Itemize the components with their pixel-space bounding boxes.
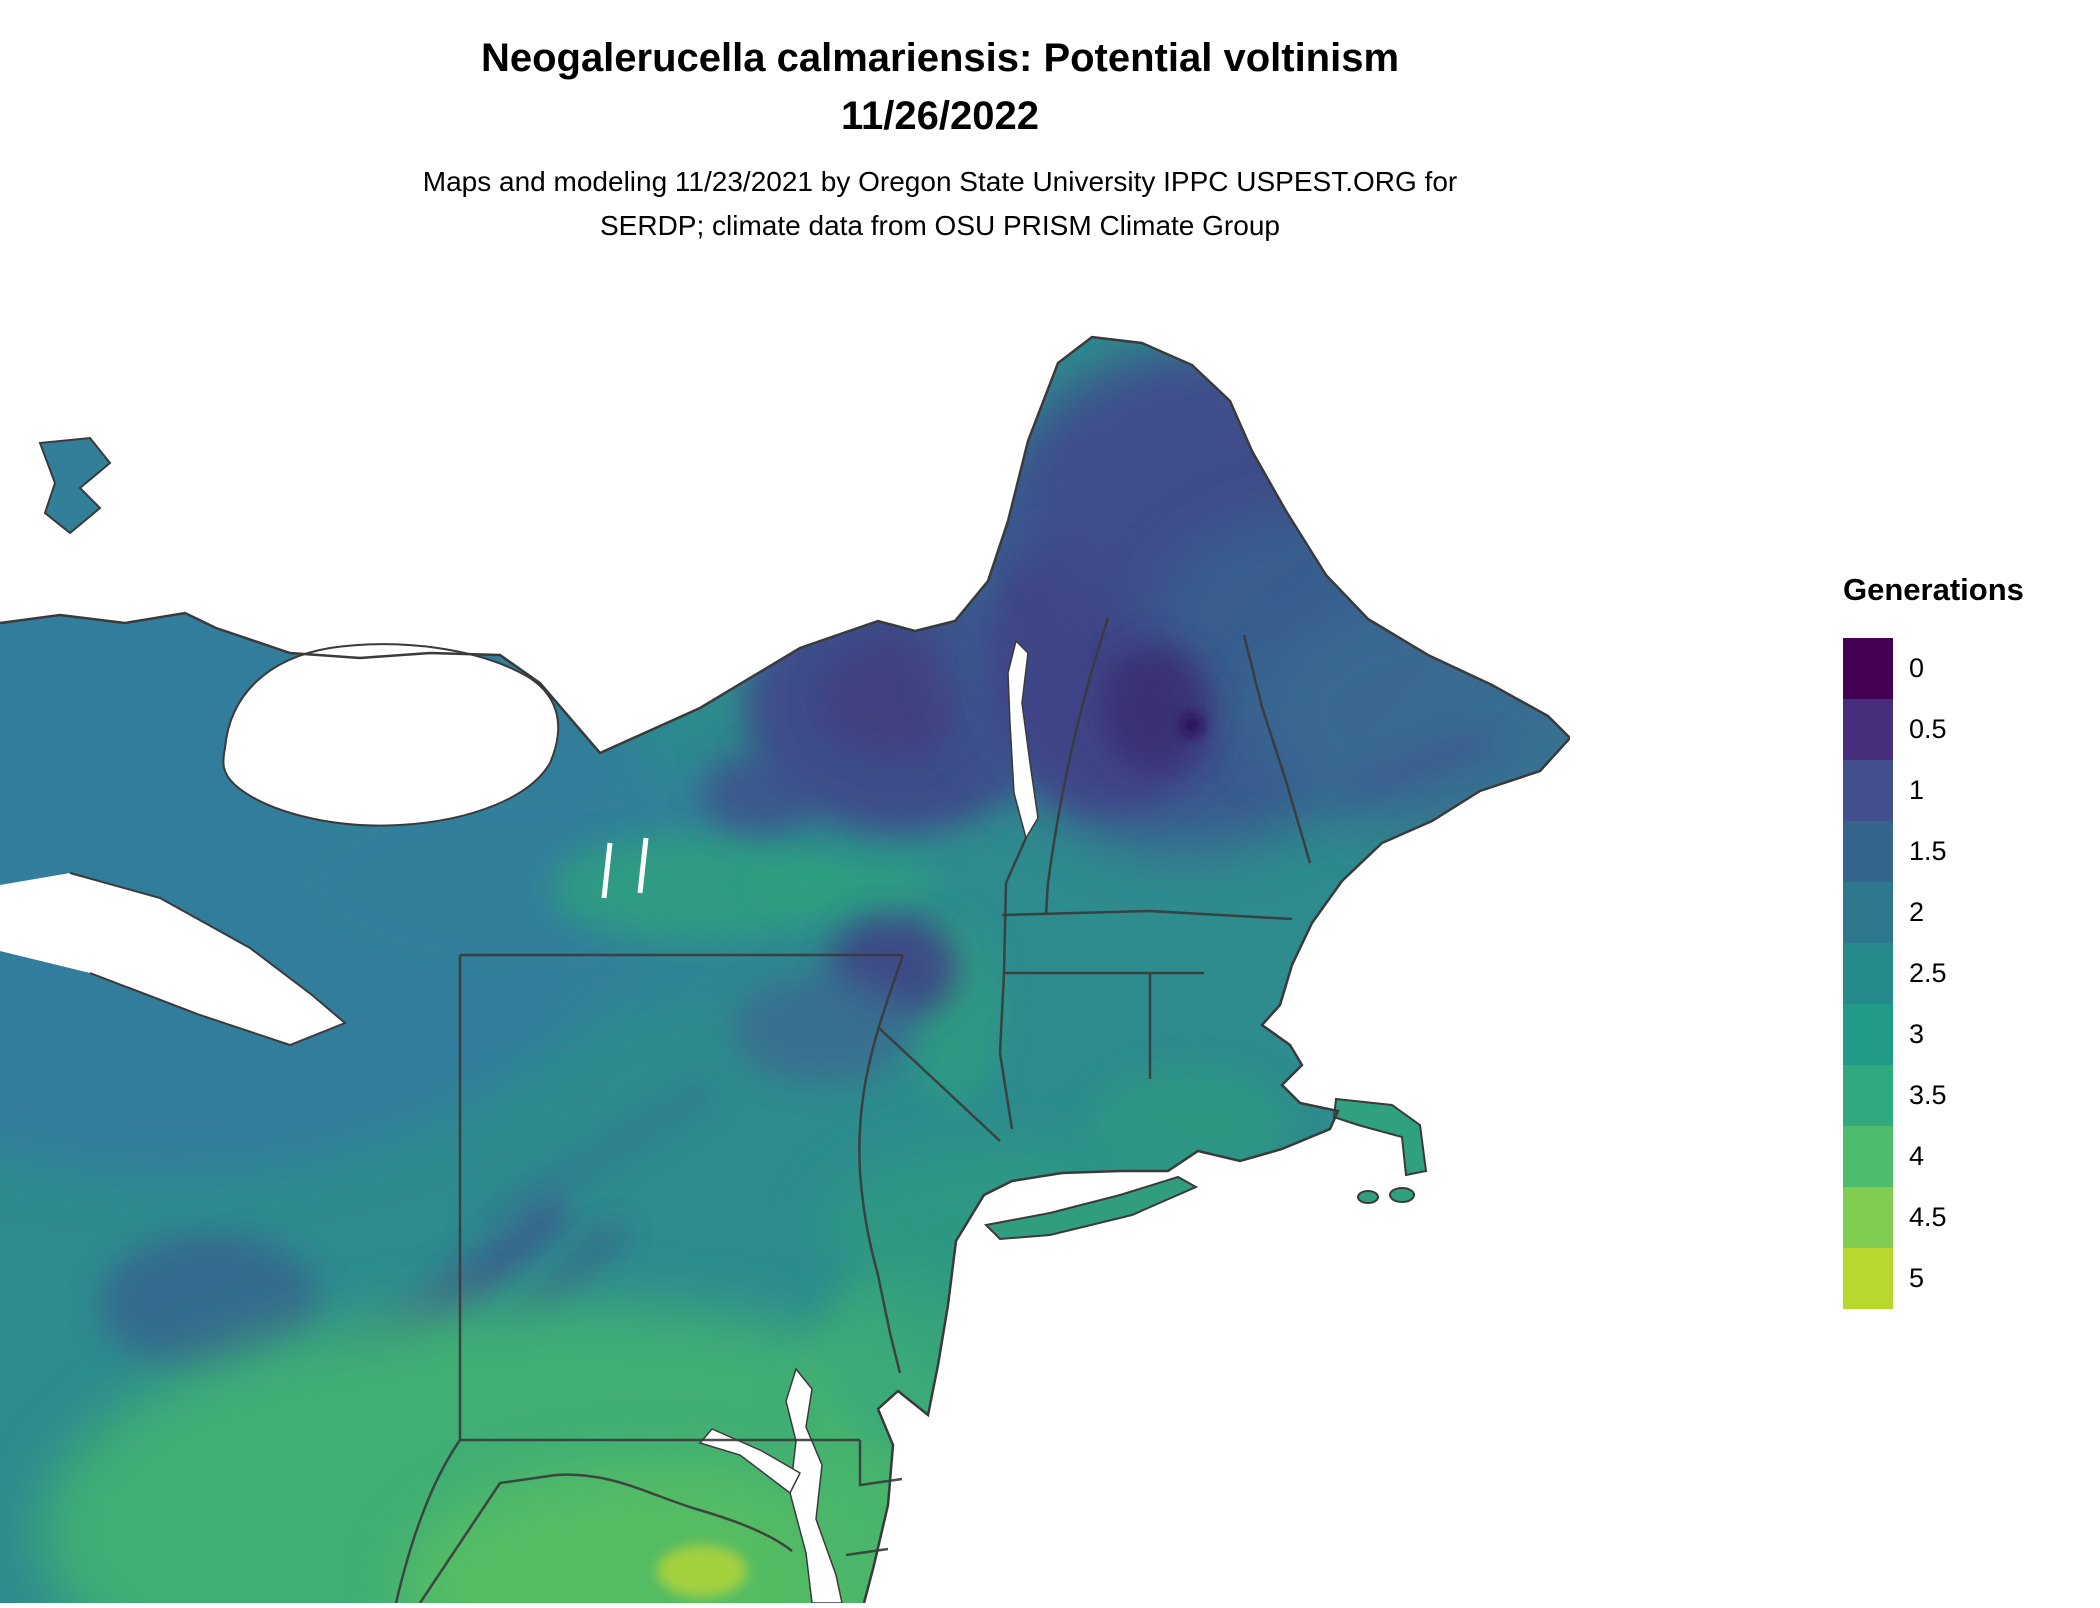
legend-entry: 1	[1843, 760, 2093, 821]
legend-title: Generations	[1843, 572, 2024, 607]
legend-entry-label: 1.5	[1909, 836, 1947, 866]
map-subtitle-line1: Maps and modeling 11/23/2021 by Oregon S…	[422, 166, 1458, 197]
legend-entry: 4.5	[1843, 1187, 2093, 1248]
legend-swatch	[1843, 1004, 1893, 1065]
lake-ontario	[222, 643, 560, 827]
legend-swatch	[1843, 699, 1893, 760]
legend-entry: 0	[1843, 638, 2093, 699]
legend-entry: 4	[1843, 1126, 2093, 1187]
legend-entry-label: 5	[1909, 1263, 1925, 1293]
legend-entry-label: 4.5	[1909, 1202, 1947, 1232]
state-borders	[394, 617, 1312, 1604]
long-island	[983, 1175, 1199, 1241]
legend-entry: 2.5	[1843, 943, 2093, 1004]
legend-swatch	[1843, 1248, 1893, 1309]
legend-entry: 2	[1843, 882, 2093, 943]
lake-erie	[0, 873, 345, 1045]
legend-swatch	[1843, 638, 1893, 699]
legend-entry-label: 3	[1909, 1019, 1925, 1049]
finger-lakes	[601, 837, 649, 899]
water-bodies	[0, 639, 1039, 1604]
legend-entry: 3.5	[1843, 1065, 2093, 1126]
legend-swatch	[1843, 1126, 1893, 1187]
map-title: Neogalerucella calmariensis: Potential v…	[480, 36, 1400, 80]
map-subtitle-line2: SERDP; climate data from OSU PRISM Clima…	[600, 210, 1280, 241]
legend-swatch	[1843, 1065, 1893, 1126]
islands	[38, 436, 1428, 1241]
potomac-river	[698, 1428, 801, 1495]
coastline	[0, 335, 1572, 1604]
map-title-date: 11/26/2022	[841, 94, 1039, 138]
legend-entry: 5	[1843, 1248, 2093, 1309]
legend-entry: 3	[1843, 1004, 2093, 1065]
legend-entry-label: 0	[1909, 653, 1925, 683]
legend-entry-label: 2	[1909, 897, 1925, 927]
legend-entry-label: 3.5	[1909, 1080, 1947, 1110]
legend-swatch	[1843, 882, 1893, 943]
legend-swatch	[1843, 943, 1893, 1004]
legend: Generations 0 0.5 1 1.5 2 2.5 3	[1843, 572, 2093, 1309]
legend-entry-label: 2.5	[1909, 958, 1947, 988]
map-svg	[0, 335, 1572, 1604]
legend-swatch	[1843, 821, 1893, 882]
legend-swatch	[1843, 760, 1893, 821]
legend-rows: 0 0.5 1 1.5 2 2.5 3 3.5	[1843, 638, 2093, 1309]
legend-entry: 1.5	[1843, 821, 2093, 882]
cape-cod	[1332, 1097, 1428, 1177]
ontario-fragment	[38, 436, 112, 535]
legend-swatch	[1843, 1187, 1893, 1248]
voltinism-map	[0, 323, 1572, 1604]
legend-entry-label: 4	[1909, 1141, 1925, 1171]
lake-champlain	[1007, 639, 1039, 840]
legend-entry: 0.5	[1843, 699, 2093, 760]
legend-entry-label: 0.5	[1909, 714, 1947, 744]
legend-entry-label: 1	[1909, 775, 1925, 805]
